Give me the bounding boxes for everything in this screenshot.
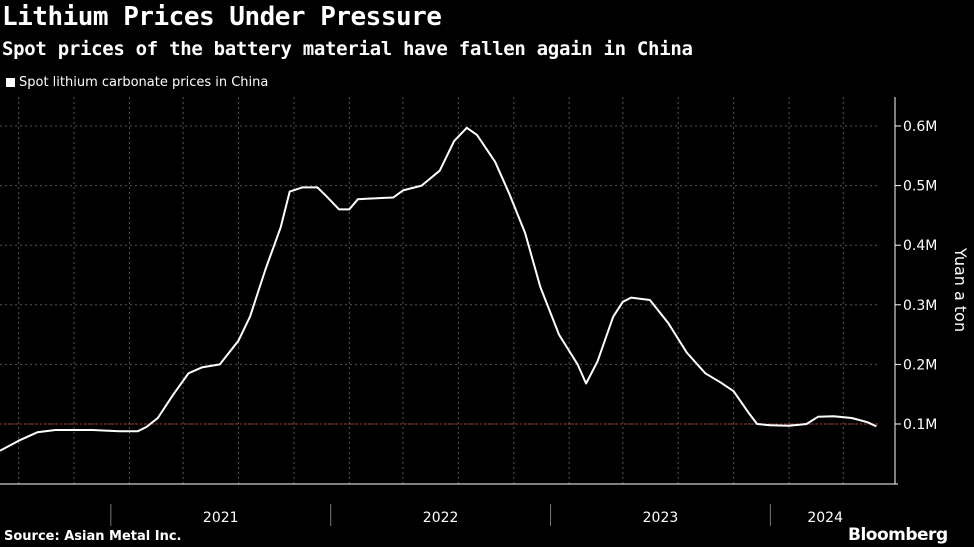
y-axis-label: Yuan a ton <box>951 247 970 332</box>
legend-swatch <box>6 78 15 87</box>
y-tick-label: 0.5M <box>903 179 937 195</box>
bloomberg-logo: Bloomberg <box>848 525 948 545</box>
chart-title: Lithium Prices Under Pressure <box>2 2 442 32</box>
legend: Spot lithium carbonate prices in China <box>6 75 268 90</box>
y-tick-label: 0.4M <box>903 238 937 254</box>
y-tick-label: 0.6M <box>903 119 937 135</box>
legend-label: Spot lithium carbonate prices in China <box>19 75 269 90</box>
x-tick-label: 2024 <box>807 510 843 526</box>
x-tick-label: 2021 <box>203 510 239 526</box>
x-tick-label: 2023 <box>643 510 679 526</box>
source-note: Source: Asian Metal Inc. <box>4 529 182 544</box>
x-tick-label: 2022 <box>423 510 459 526</box>
chart-subtitle: Spot prices of the battery material have… <box>2 38 693 60</box>
y-tick-label: 0.2M <box>903 357 937 373</box>
series-line <box>0 126 877 452</box>
y-tick-label: 0.3M <box>903 298 937 314</box>
y-tick-label: 0.1M <box>903 417 937 433</box>
